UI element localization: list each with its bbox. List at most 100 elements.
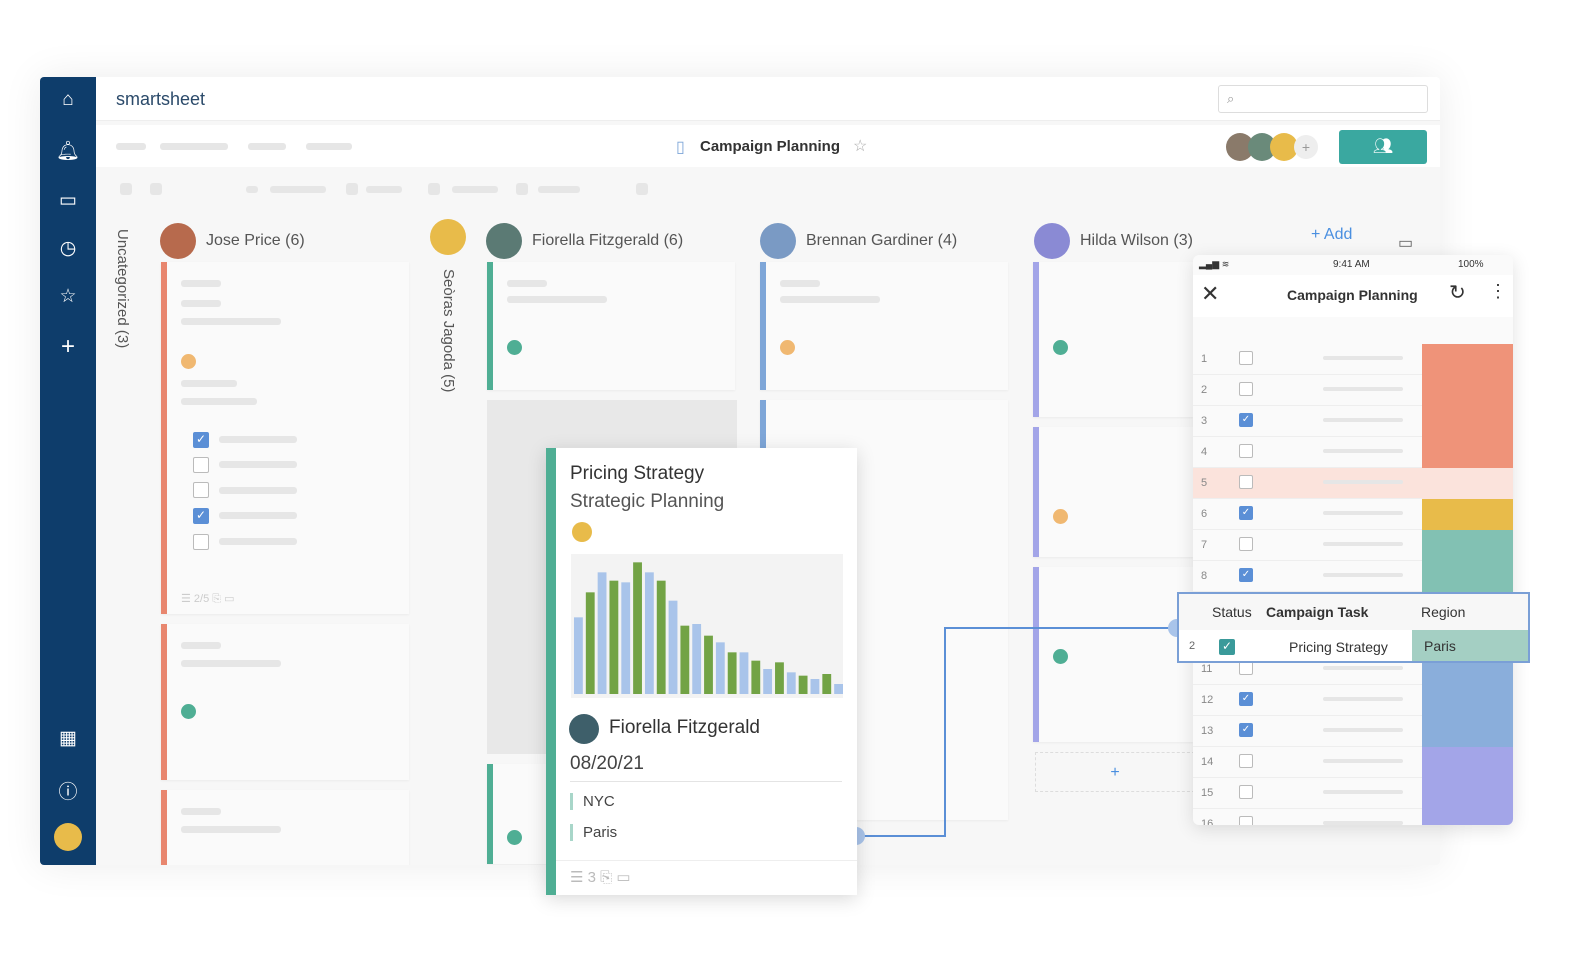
row-checkbox[interactable]: ✓ xyxy=(1239,506,1253,520)
region-cell[interactable] xyxy=(1422,437,1513,468)
row-number: 11 xyxy=(1201,663,1213,675)
row-checkbox[interactable] xyxy=(1239,816,1253,825)
card[interactable] xyxy=(161,624,409,780)
region-cell[interactable] xyxy=(1422,778,1513,809)
checklist-checkbox[interactable] xyxy=(193,457,209,473)
card[interactable] xyxy=(161,790,409,865)
chart-bar xyxy=(680,625,690,694)
comment-icon[interactable]: ▭ xyxy=(1398,235,1414,252)
region-cell[interactable] xyxy=(1422,344,1513,375)
grid-row[interactable]: 4 xyxy=(1193,437,1513,468)
chart-bar xyxy=(739,652,749,694)
card-title: Pricing Strategy xyxy=(570,463,705,484)
row-checkbox[interactable] xyxy=(1239,351,1253,365)
left-nav: ⌂ 🔔︎ ▭ ◷ ☆ + ▦ ⓘ xyxy=(40,77,96,865)
more-icon[interactable]: ⋮ xyxy=(1489,281,1507,301)
highlighted-row[interactable]: Status Campaign Task Region 2 ✓ Pricing … xyxy=(1177,592,1530,663)
grid-row[interactable]: 16 xyxy=(1193,809,1513,825)
row-number: 5 xyxy=(1201,477,1208,489)
grid-row[interactable]: 1 xyxy=(1193,344,1513,375)
grid-row[interactable]: 13 ✓ xyxy=(1193,716,1513,747)
collaborator-avatar xyxy=(1270,133,1298,161)
add-collaborator-icon[interactable]: + xyxy=(1294,135,1318,159)
add-lane-button[interactable]: + Add xyxy=(1311,226,1353,243)
row-checkbox[interactable] xyxy=(1239,537,1253,551)
status-checkbox[interactable]: ✓ xyxy=(1219,639,1235,655)
lane-title: Brennan Gardiner (4) xyxy=(806,232,958,249)
row-checkbox[interactable]: ✓ xyxy=(1239,692,1253,706)
row-checkbox[interactable]: ✓ xyxy=(1239,413,1253,427)
card[interactable] xyxy=(1033,567,1193,742)
grid-row[interactable]: 7 xyxy=(1193,530,1513,561)
battery-level: 100% xyxy=(1458,259,1484,270)
plus-icon[interactable]: + xyxy=(60,333,75,360)
region-cell[interactable] xyxy=(1422,406,1513,437)
due-date: 08/20/21 xyxy=(570,753,644,774)
clock-icon[interactable]: ◷ xyxy=(59,238,77,259)
card[interactable]: ✓ ✓ ☰ 2/5 ⎘ ▭ xyxy=(161,262,409,614)
region-cell[interactable] xyxy=(1422,716,1513,747)
card[interactable] xyxy=(760,262,1008,390)
refresh-icon[interactable]: ↻ xyxy=(1449,282,1466,304)
region-cell[interactable] xyxy=(1422,809,1513,825)
close-icon[interactable]: ✕ xyxy=(1201,281,1220,306)
region-cell[interactable]: Paris xyxy=(1412,630,1528,661)
favorite-star-icon[interactable]: ☆ xyxy=(853,138,868,155)
grid-row[interactable]: 12 ✓ xyxy=(1193,685,1513,716)
card[interactable] xyxy=(1033,262,1193,417)
region-cell[interactable] xyxy=(1422,468,1513,499)
task-cell[interactable]: Pricing Strategy xyxy=(1289,639,1388,655)
row-checkbox[interactable]: ✓ xyxy=(1239,568,1253,582)
grid-row[interactable]: 3 ✓ xyxy=(1193,406,1513,437)
lane-uncategorized[interactable]: Uncategorized (3) xyxy=(114,229,131,349)
apps-grid-icon[interactable]: ▦ xyxy=(59,728,77,749)
row-checkbox[interactable] xyxy=(1239,754,1253,768)
grid-row[interactable]: 14 xyxy=(1193,747,1513,778)
folder-icon[interactable]: ▭ xyxy=(59,190,77,211)
star-icon[interactable]: ☆ xyxy=(59,286,77,307)
checklist-checkbox[interactable]: ✓ xyxy=(193,432,209,448)
attachment-icon[interactable]: ⎘ xyxy=(600,869,613,886)
chart-bar xyxy=(668,600,678,694)
row-checkbox[interactable] xyxy=(1239,444,1253,458)
grid-row[interactable]: 8 ✓ xyxy=(1193,561,1513,592)
region-cell[interactable] xyxy=(1422,561,1513,592)
grid-row[interactable]: 2 xyxy=(1193,375,1513,406)
lane-seoras[interactable]: Seòras Jagoda (5) xyxy=(440,269,457,393)
row-checkbox[interactable] xyxy=(1239,475,1253,489)
share-button[interactable]: 👥︎ xyxy=(1339,130,1427,164)
region-cell[interactable] xyxy=(1422,375,1513,406)
grid-row[interactable]: 5 xyxy=(1193,468,1513,499)
bell-icon[interactable]: 🔔︎ xyxy=(55,141,81,162)
grid-row[interactable]: 6 ✓ xyxy=(1193,499,1513,530)
grid-row[interactable]: 15 xyxy=(1193,778,1513,809)
row-checkbox[interactable]: ✓ xyxy=(1239,723,1253,737)
checklist-checkbox[interactable]: ✓ xyxy=(193,508,209,524)
region-cell[interactable] xyxy=(1422,530,1513,561)
sheet-title: Campaign Planning xyxy=(700,138,841,155)
user-avatar[interactable] xyxy=(40,823,96,857)
chart-bar xyxy=(786,672,796,694)
region-cell[interactable] xyxy=(1422,685,1513,716)
region-cell[interactable] xyxy=(1422,747,1513,778)
chart-bar xyxy=(644,572,654,694)
card[interactable] xyxy=(487,262,735,390)
chart-bar xyxy=(656,580,666,694)
expanded-card[interactable]: Pricing Strategy Strategic Planning Fior… xyxy=(546,448,857,895)
checklist-checkbox[interactable] xyxy=(193,534,209,550)
search-input[interactable]: ⌕ xyxy=(1218,85,1428,113)
checklist-checkbox[interactable] xyxy=(193,482,209,498)
home-icon[interactable]: ⌂ xyxy=(62,89,74,110)
row-checkbox[interactable] xyxy=(1239,382,1253,396)
region-cell[interactable] xyxy=(1422,499,1513,530)
row-checkbox[interactable] xyxy=(1239,785,1253,799)
card[interactable] xyxy=(1033,427,1193,557)
row-checkbox[interactable] xyxy=(1239,661,1253,675)
chart-bar xyxy=(834,684,843,694)
help-icon[interactable]: ⓘ xyxy=(58,782,78,803)
comment-icon[interactable]: ▭ xyxy=(616,869,631,886)
chart-bar xyxy=(798,675,808,694)
chart-bar xyxy=(692,624,702,694)
row-number: 1 xyxy=(1201,353,1208,365)
smartsheet-logo: smartsheet xyxy=(116,89,206,109)
